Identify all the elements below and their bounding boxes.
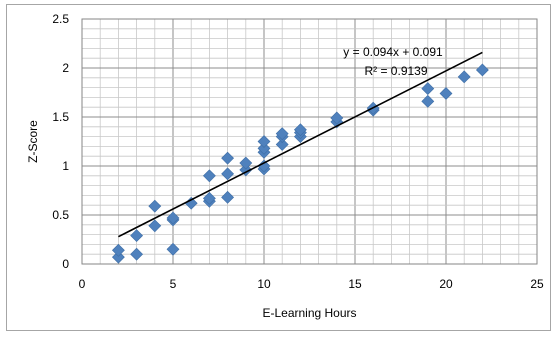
data-point xyxy=(202,191,216,205)
data-point xyxy=(130,247,144,261)
data-point xyxy=(166,242,180,256)
data-point xyxy=(111,243,125,257)
x-tick-label: 25 xyxy=(530,277,544,291)
data-point xyxy=(439,87,453,100)
y-tick-label: 1 xyxy=(62,159,69,173)
data-point xyxy=(148,219,162,233)
data-point xyxy=(257,135,271,148)
data-point xyxy=(166,211,180,225)
data-point xyxy=(239,156,253,170)
y-tick-label: 0 xyxy=(62,257,69,271)
plot-area-border xyxy=(81,18,538,265)
trendline xyxy=(118,51,483,238)
trendline-r-squared: R² = 0.9139 xyxy=(364,64,427,78)
x-tick-label: 20 xyxy=(439,277,453,291)
data-point xyxy=(221,190,235,204)
x-tick-label: 0 xyxy=(79,277,86,291)
x-tick-labels: 0 5 10 15 20 25 xyxy=(79,277,544,291)
x-tick-label: 5 xyxy=(170,277,177,291)
trendline-equation: y = 0.094x + 0.091 xyxy=(343,45,443,59)
data-point xyxy=(475,63,489,77)
y-tick-label: 2 xyxy=(62,61,69,75)
data-point xyxy=(221,167,235,181)
data-point xyxy=(221,151,235,165)
data-point xyxy=(293,123,307,137)
y-tick-label: 1.5 xyxy=(52,110,69,124)
data-point xyxy=(257,141,271,155)
data-point xyxy=(275,127,289,141)
x-tick-label: 10 xyxy=(257,277,271,291)
data-point xyxy=(421,94,435,108)
x-tick-label: 15 xyxy=(348,277,362,291)
data-point xyxy=(330,111,344,125)
y-tick-label: 0.5 xyxy=(52,208,69,222)
data-point xyxy=(130,229,144,243)
data-points xyxy=(111,63,489,264)
data-point xyxy=(202,169,216,183)
data-point xyxy=(257,159,271,173)
y-tick-labels: 0 0.5 1 1.5 2 2.5 xyxy=(52,12,69,271)
data-point xyxy=(421,82,435,96)
data-point xyxy=(111,250,125,264)
data-point xyxy=(457,70,471,84)
y-tick-label: 2.5 xyxy=(52,12,69,26)
x-axis-title: E-Learning Hours xyxy=(262,306,356,320)
data-point xyxy=(275,138,289,151)
data-point xyxy=(148,199,162,213)
y-axis-title: Z-Score xyxy=(26,120,40,163)
